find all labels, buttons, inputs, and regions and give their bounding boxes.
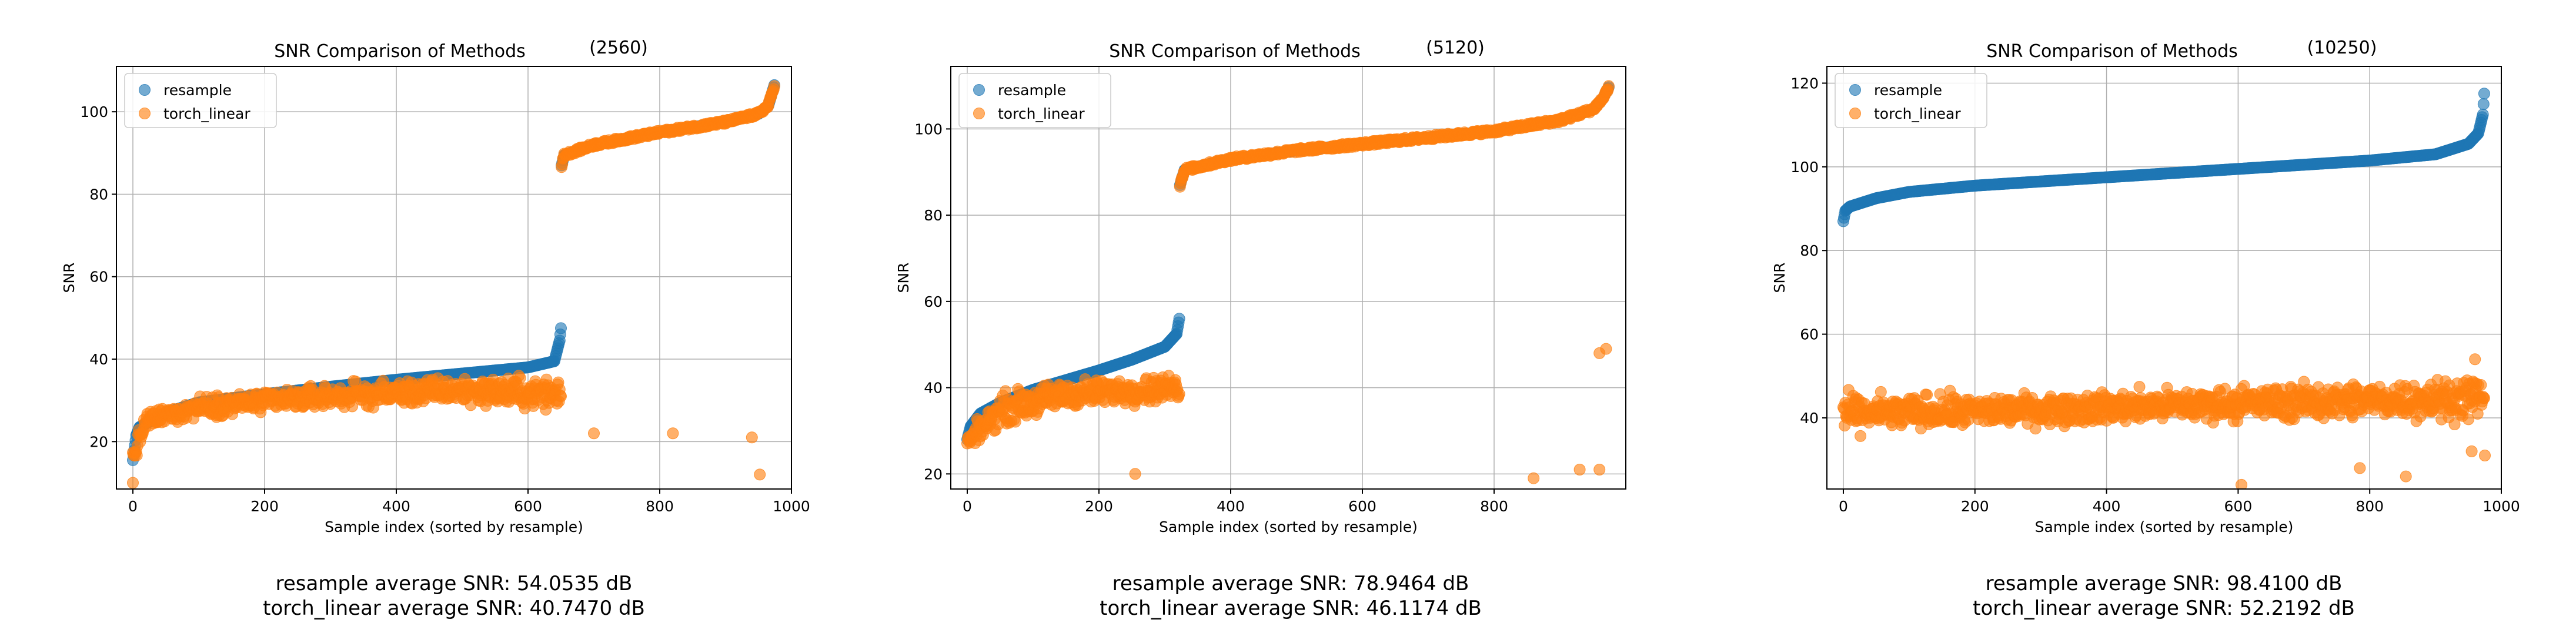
y-tick-label: 80: [89, 186, 108, 203]
resample-average-text: resample average SNR: 78.9464 dB: [1112, 572, 1469, 595]
torch-linear-point: [1009, 416, 1021, 428]
legend-marker-resample: [139, 84, 151, 96]
legend-label-torch_linear: torch_linear: [163, 105, 250, 122]
x-tick-label: 1000: [2483, 498, 2520, 515]
y-tick-label: 100: [914, 120, 943, 138]
chart-title: SNR Comparison of Methods: [1109, 41, 1361, 62]
x-tick-label: 1000: [773, 498, 810, 515]
torch-linear-average-text: torch_linear average SNR: 40.7470 dB: [263, 597, 645, 620]
y-tick-label: 60: [1800, 326, 1819, 343]
x-tick-label: 600: [1348, 498, 1376, 515]
y-tick-label: 40: [1800, 410, 1819, 427]
torch-linear-average-text: torch_linear average SNR: 46.1174 dB: [1100, 597, 1482, 620]
torch-linear-point: [555, 390, 567, 403]
y-tick-label: 120: [1790, 75, 1819, 92]
legend-marker-resample: [973, 84, 985, 96]
y-tick-label: 100: [80, 103, 108, 120]
x-tick-label: 200: [1961, 498, 1989, 515]
data-points: [961, 80, 1615, 484]
legend-marker-torch_linear: [973, 108, 985, 119]
x-tick-label: 800: [1480, 498, 1508, 515]
x-tick-label: 400: [382, 498, 410, 515]
torch-linear-outlier-point: [1528, 472, 1540, 484]
legend-label-resample: resample: [998, 82, 1066, 99]
torch-linear-outlier-point: [754, 468, 766, 481]
torch-linear-outlier-point: [588, 427, 600, 440]
torch-linear-point: [1602, 80, 1615, 92]
legend-marker-torch_linear: [139, 108, 151, 119]
chart-title: SNR Comparison of Methods: [274, 41, 526, 62]
x-tick-label: 600: [2224, 498, 2253, 515]
y-tick-label: 40: [89, 351, 108, 368]
resample-average-text: resample average SNR: 54.0535 dB: [276, 572, 633, 595]
plot-frame: [116, 66, 792, 490]
torch-linear-point: [514, 372, 526, 384]
y-tick-label: 80: [1800, 242, 1819, 259]
x-tick-label: 600: [514, 498, 542, 515]
legend-box: [124, 73, 277, 128]
torch-linear-outlier-point: [667, 427, 679, 440]
resample-point: [555, 322, 567, 334]
chart-panel-1: 0 200 400 600 800 1000 20 40 60 80 100 SNR Comparis…: [61, 38, 810, 620]
chart-panel-2: 0 200 400 600 800 20 40 60 80 100 SNR Comparison o…: [895, 38, 1626, 620]
x-tick-label: 0: [963, 498, 972, 515]
legend: resample torch_linear: [958, 73, 1111, 128]
x-tick-label: 400: [2093, 498, 2121, 515]
x-tick-label: 200: [1085, 498, 1113, 515]
legend: resample torch_linear: [124, 73, 277, 128]
x-tick-label: 0: [1839, 498, 1848, 515]
chart-title-suffix: (5120): [1426, 38, 1485, 58]
torch-linear-point: [1173, 388, 1185, 400]
y-tick-label: 20: [924, 465, 943, 483]
torch-linear-outlier-point: [746, 431, 758, 444]
torch-linear-outlier-point: [1593, 347, 1606, 359]
y-tick-label: 80: [924, 207, 943, 224]
y-tick-label: 40: [924, 380, 943, 397]
torch-linear-outlier-point: [127, 477, 139, 489]
y-tick-label: 100: [1790, 159, 1819, 176]
y-axis-label: SNR: [895, 263, 912, 293]
x-tick-label: 0: [128, 498, 138, 515]
torch-linear-outlier-point: [1593, 464, 1606, 475]
legend-label-torch_linear: torch_linear: [998, 105, 1085, 122]
x-axis-label: Sample index (sorted by resample): [1159, 518, 1418, 535]
torch-linear-outlier-point: [1129, 468, 1141, 480]
x-tick-label: 200: [250, 498, 279, 515]
legend-label-resample: resample: [163, 82, 232, 99]
x-tick-label: 800: [646, 498, 674, 515]
chart-title-suffix: (2560): [589, 38, 648, 58]
resample-point: [1173, 313, 1185, 325]
y-tick-label: 60: [89, 269, 108, 286]
plot-frame: [950, 66, 1626, 490]
x-tick-label: 800: [2356, 498, 2384, 515]
x-axis-label: Sample index (sorted by resample): [325, 518, 583, 535]
y-tick-label: 20: [89, 433, 108, 450]
x-tick-label: 400: [1217, 498, 1245, 515]
y-axis-label: SNR: [61, 263, 78, 293]
data-points: [127, 79, 780, 489]
torch-linear-outlier-point: [1573, 464, 1586, 475]
data-points: [1837, 88, 2491, 489]
y-tick-label: 60: [924, 293, 943, 310]
legend-box: [958, 73, 1111, 128]
torch-linear-point: [768, 80, 780, 92]
